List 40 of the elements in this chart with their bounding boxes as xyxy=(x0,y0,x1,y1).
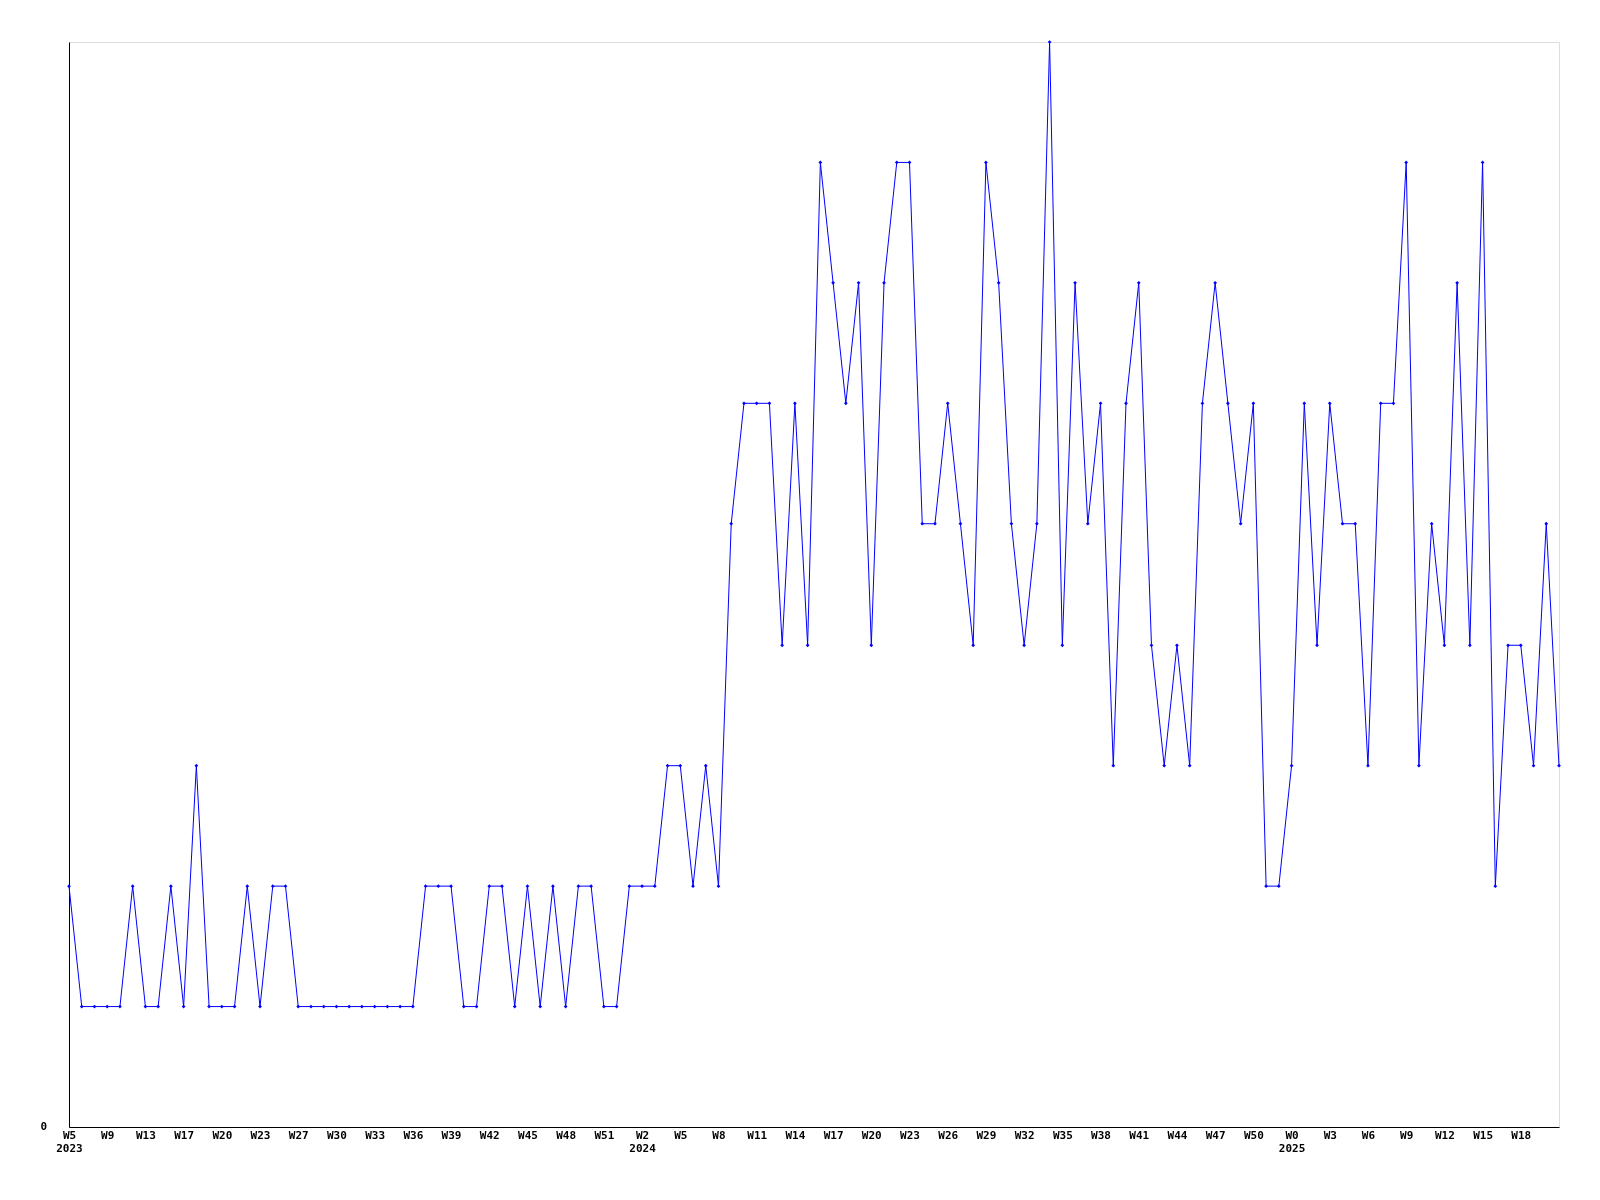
x-tick-label: W38 xyxy=(1091,1128,1111,1142)
x-tick-label: W47 xyxy=(1205,1128,1226,1142)
x-tick-label: W3 xyxy=(1323,1128,1337,1142)
x-tick-label: W23 xyxy=(250,1128,271,1142)
x-tick-label: W33 xyxy=(365,1128,386,1142)
x-tick-label: W39 xyxy=(441,1128,462,1142)
x-tick-label: W27 xyxy=(288,1128,309,1142)
x-tick-label: W9 xyxy=(101,1128,115,1142)
x-tick-label: W17 xyxy=(174,1128,195,1142)
x-tick-label: W2 2024 xyxy=(629,1128,657,1155)
text: 0 xyxy=(40,1120,47,1133)
x-tick-label: W12 xyxy=(1434,1128,1455,1142)
x-tick-label: W15 xyxy=(1473,1128,1494,1142)
x-tick-label: W51 xyxy=(594,1128,615,1142)
x-tick-label: W41 xyxy=(1129,1128,1150,1142)
x-tick-label: W20 xyxy=(212,1128,233,1142)
x-tick-label: W44 xyxy=(1167,1128,1188,1142)
x-tick-label: W45 xyxy=(518,1128,538,1142)
x-tick-label: W13 xyxy=(135,1128,156,1142)
x-tick-label: W5 2023 xyxy=(56,1128,83,1155)
x-tick-label: W30 xyxy=(327,1128,347,1142)
x-tick-label: W17 xyxy=(823,1128,844,1142)
x-tick-label: W26 xyxy=(938,1128,959,1142)
x-tick-label: W23 xyxy=(900,1128,920,1142)
x-tick-label: W50 xyxy=(1243,1128,1264,1142)
x-tick-label: W29 xyxy=(976,1128,997,1142)
x-tick-label: W36 xyxy=(403,1128,424,1142)
x-tick-label: W9 xyxy=(1400,1128,1414,1142)
x-tick-label: W11 xyxy=(747,1128,768,1142)
x-tick-label: W18 xyxy=(1511,1128,1532,1142)
x-tick-label: W5 xyxy=(674,1128,688,1142)
x-tick-label: W32 xyxy=(1014,1128,1035,1142)
x-tick-label: W6 xyxy=(1361,1128,1376,1142)
x-tick-label: W20 xyxy=(861,1128,882,1142)
x-tick-label: W35 xyxy=(1052,1128,1073,1142)
x-tick-label: W14 xyxy=(785,1128,806,1142)
x-tick-label: W8 xyxy=(712,1128,726,1142)
x-tick-label: W48 xyxy=(556,1128,577,1142)
x-tick-label: W0 2025 xyxy=(1278,1128,1306,1155)
x-tick-label: W42 xyxy=(479,1128,500,1142)
